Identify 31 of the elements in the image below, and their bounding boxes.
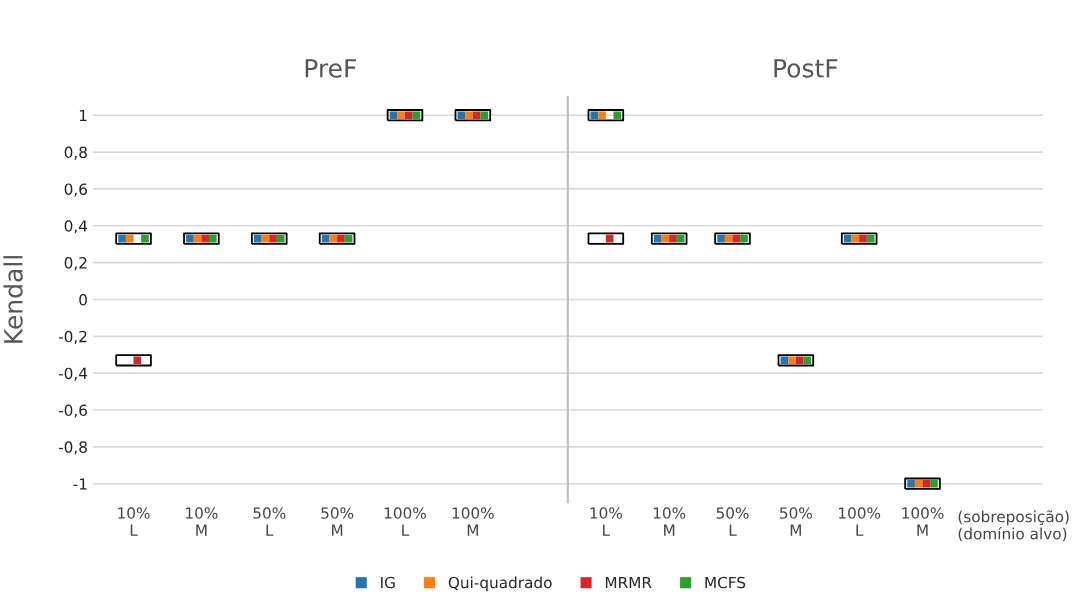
x-tick-label: 10% L: [590, 507, 622, 536]
x-tick-label: 100% L: [839, 507, 881, 536]
legend-label: MCFS: [705, 576, 746, 589]
y-tick-label: 0,2: [64, 257, 87, 271]
x-tick-label: 100% L: [384, 507, 426, 536]
y-axis-title: Kendall: [3, 256, 23, 343]
chart-title: PreF: [305, 59, 356, 78]
y-tick-label: -0,2: [58, 330, 87, 344]
y-tick-label: 0,4: [64, 220, 88, 234]
x-tick-label: 100% M: [902, 507, 944, 536]
x-tick-label: 10% L: [118, 507, 150, 536]
chart-title: PostF: [774, 59, 838, 78]
y-tick-label: -0,8: [58, 441, 87, 455]
x-tick-label: 50% L: [716, 507, 749, 536]
y-tick-label: -0,6: [58, 404, 87, 418]
legend-label: Qui-quadrado: [448, 576, 552, 592]
x-tick-label: 50% L: [253, 507, 286, 536]
y-tick-label: 0,6: [64, 183, 87, 197]
legend-label: MRMR: [605, 576, 652, 589]
x-tick-label: 10% M: [186, 507, 218, 536]
y-tick-label: 1: [79, 109, 87, 122]
y-tick-label: -1: [73, 478, 87, 490]
x-tick-label: 10% M: [653, 507, 686, 536]
x-tick-label: 100% M: [452, 507, 494, 536]
x-axis-title: (sobreposição) (domínio alvo): [958, 510, 1069, 542]
x-tick-label: 50% M: [780, 507, 812, 536]
x-tick-label: 50% M: [321, 507, 354, 536]
legend-label: IG: [381, 576, 395, 589]
y-tick-label: 0,8: [64, 146, 87, 160]
y-tick-label: -0,4: [58, 367, 88, 381]
y-tick-label: 0: [79, 293, 87, 306]
